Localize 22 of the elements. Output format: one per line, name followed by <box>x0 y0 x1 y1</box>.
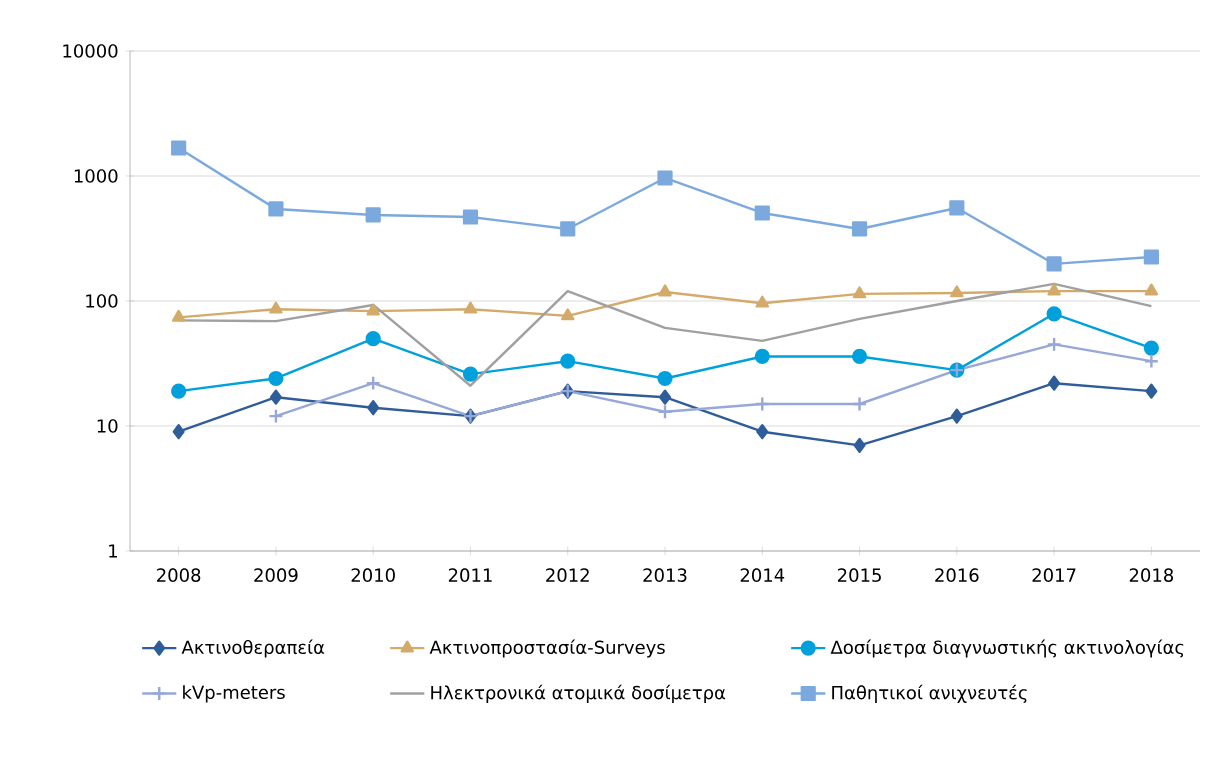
x-tick-label: 2015 <box>837 568 881 582</box>
y-tick-label: 100 <box>86 294 118 308</box>
legend-label: kVp-meters <box>183 685 285 703</box>
x-tick-label: 2017 <box>1032 568 1076 582</box>
x-tick-label: 2010 <box>351 568 395 582</box>
y-tick-label: 10 <box>97 419 118 433</box>
y-tick-label: 10000 <box>63 44 118 58</box>
x-tick-label: 2013 <box>643 568 687 582</box>
y-tick-label: 1000 <box>74 169 118 183</box>
legend-label: Ακτινοπροστασία-Surveys <box>429 639 665 658</box>
x-tick-label: 2018 <box>1129 568 1174 582</box>
y-tick-label: 1 <box>109 544 118 558</box>
x-tick-label: 2008 <box>157 568 201 582</box>
legend-label: Δοσίμετρα διαγνωστικής ακτινολογίας <box>830 639 1184 658</box>
x-tick-label: 2014 <box>740 568 785 582</box>
x-tick-label: 2012 <box>546 568 589 582</box>
legend-label: Παθητικοί ανιχνευτές <box>832 684 1027 703</box>
x-tick-label: 2011 <box>448 568 492 582</box>
legend-label: Ηλεκτρονικά ατομικά δοσίμετρα <box>431 684 726 703</box>
legend-label: Ακτινοθεραπεία <box>181 639 325 658</box>
x-tick-label: 2016 <box>935 568 979 582</box>
x-tick-label: 2009 <box>254 568 298 582</box>
